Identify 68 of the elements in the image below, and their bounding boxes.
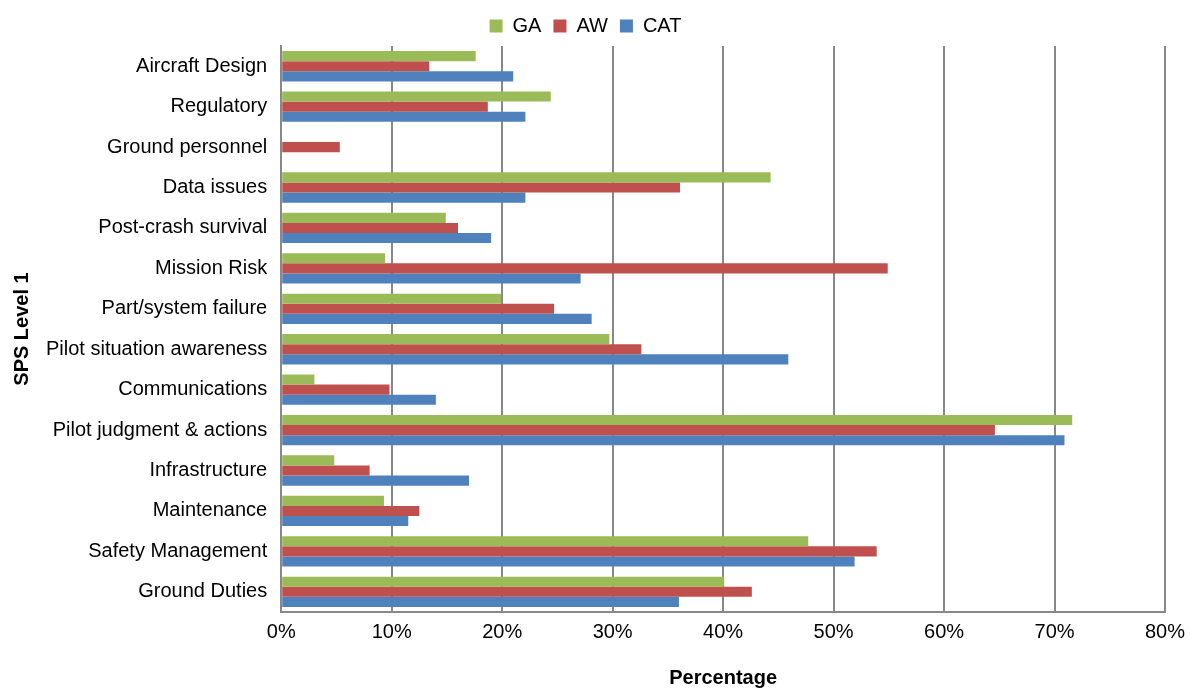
bar bbox=[282, 384, 390, 395]
bar bbox=[282, 576, 725, 587]
bar bbox=[282, 182, 681, 193]
bar bbox=[282, 111, 526, 122]
bar bbox=[282, 172, 771, 183]
y-tick-label: Ground Duties bbox=[138, 579, 268, 602]
bar bbox=[282, 586, 752, 597]
bar bbox=[282, 465, 370, 476]
x-tick-label: 50% bbox=[813, 619, 854, 642]
y-tick-label: Regulatory bbox=[170, 94, 268, 117]
y-tick-label: Ground personnel bbox=[107, 134, 268, 157]
bar bbox=[282, 556, 855, 567]
bar bbox=[282, 435, 1065, 446]
legend-label: CAT bbox=[642, 13, 682, 36]
bar bbox=[282, 546, 877, 557]
bar bbox=[282, 212, 446, 223]
bar bbox=[282, 222, 458, 233]
bar bbox=[282, 253, 386, 264]
bar bbox=[282, 425, 995, 436]
bar bbox=[282, 192, 526, 203]
y-tick-label: Aircraft Design bbox=[136, 53, 268, 76]
bar bbox=[282, 313, 592, 324]
bar bbox=[282, 414, 1073, 426]
bar bbox=[282, 61, 430, 72]
bar bbox=[282, 51, 476, 62]
bar bbox=[282, 495, 384, 506]
x-tick-label: 30% bbox=[592, 619, 633, 642]
bar bbox=[282, 515, 409, 527]
y-tick-label: Maintenance bbox=[152, 498, 268, 521]
legend-label: AW bbox=[576, 13, 609, 36]
bar bbox=[282, 354, 789, 365]
y-tick-label: Pilot situation awareness bbox=[46, 336, 268, 359]
y-tick-label: Pilot judgment & actions bbox=[52, 417, 268, 440]
x-tick-label: 60% bbox=[924, 619, 965, 642]
bar bbox=[282, 374, 315, 385]
bar bbox=[282, 536, 809, 547]
bar bbox=[282, 101, 488, 112]
x-tick-label: 80% bbox=[1144, 619, 1186, 642]
y-axis-title: SPS Level 1 bbox=[9, 272, 32, 386]
y-tick-label: Communications bbox=[118, 377, 268, 400]
bar bbox=[282, 334, 610, 345]
x-tick-label: 20% bbox=[482, 619, 523, 642]
bar bbox=[282, 344, 642, 355]
y-tick-label: Infrastructure bbox=[149, 458, 268, 481]
x-tick-label: 10% bbox=[371, 619, 412, 642]
x-tick-label: 0% bbox=[266, 619, 296, 642]
bar bbox=[282, 232, 492, 244]
bar bbox=[282, 71, 514, 82]
bar bbox=[282, 142, 340, 153]
bar bbox=[282, 303, 555, 314]
legend-label: GA bbox=[512, 13, 543, 36]
bar bbox=[282, 91, 551, 102]
y-tick-label: Mission Risk bbox=[154, 255, 269, 278]
bar bbox=[282, 394, 436, 405]
bar bbox=[282, 505, 420, 516]
bar bbox=[282, 293, 502, 304]
y-tick-label: Data issues bbox=[162, 175, 268, 198]
y-tick-label: Part/system failure bbox=[101, 296, 268, 319]
bar bbox=[282, 475, 470, 486]
bar bbox=[282, 273, 581, 284]
bar bbox=[282, 596, 679, 607]
y-tick-label: Post-crash survival bbox=[98, 215, 268, 238]
x-tick-label: 40% bbox=[703, 619, 744, 642]
bar bbox=[282, 263, 888, 274]
x-axis-title: Percentage bbox=[669, 665, 778, 688]
bar bbox=[282, 455, 335, 466]
y-tick-label: Safety Management bbox=[88, 538, 268, 561]
x-tick-label: 70% bbox=[1034, 619, 1075, 642]
